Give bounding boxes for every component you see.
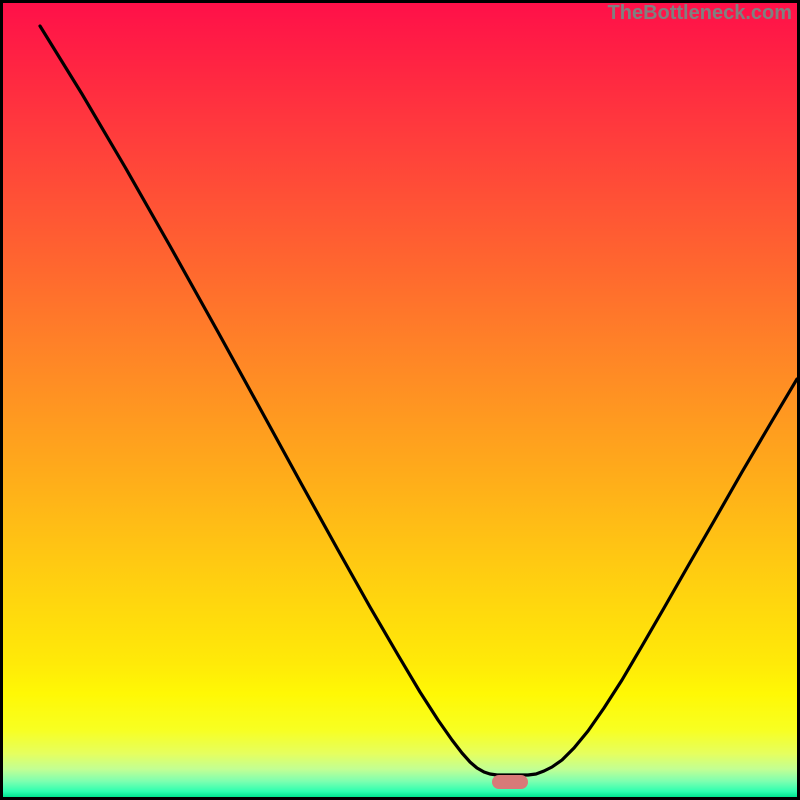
chart-svg [0, 0, 800, 800]
attribution-text: TheBottleneck.com [608, 2, 792, 25]
optimal-marker [492, 775, 528, 789]
chart-background [3, 3, 797, 797]
bottleneck-chart: TheBottleneck.com [0, 0, 800, 800]
